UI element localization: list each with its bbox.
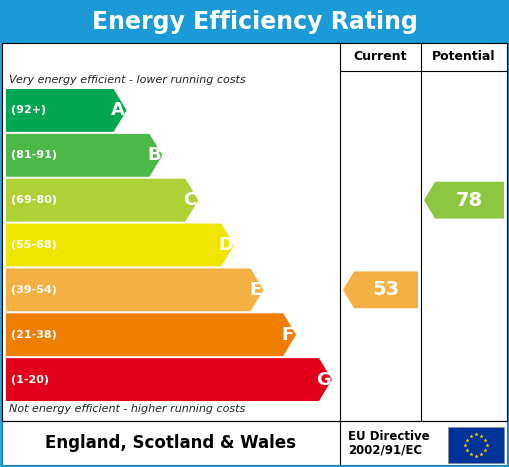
Text: Not energy efficient - higher running costs: Not energy efficient - higher running co… (9, 404, 245, 414)
Text: (81-91): (81-91) (11, 150, 57, 160)
Text: 2002/91/EC: 2002/91/EC (348, 444, 422, 457)
Text: A: A (111, 101, 125, 120)
Polygon shape (424, 182, 504, 219)
Text: Very energy efficient - lower running costs: Very energy efficient - lower running co… (9, 75, 246, 85)
Text: (55-68): (55-68) (11, 240, 56, 250)
Text: England, Scotland & Wales: England, Scotland & Wales (45, 434, 297, 452)
Polygon shape (6, 134, 162, 177)
Text: (92+): (92+) (11, 106, 46, 115)
Bar (2, 43, 507, 421)
Polygon shape (6, 313, 296, 356)
Text: (21-38): (21-38) (11, 330, 56, 340)
Polygon shape (6, 89, 127, 132)
Polygon shape (6, 224, 234, 267)
Polygon shape (6, 179, 199, 221)
Bar (448, 427, 504, 463)
Text: (1-20): (1-20) (11, 375, 49, 384)
Text: G: G (316, 371, 331, 389)
Polygon shape (6, 358, 332, 401)
Bar (0, 0, 509, 43)
Text: D: D (218, 236, 233, 254)
Text: Energy Efficiency Rating: Energy Efficiency Rating (92, 9, 417, 34)
Text: C: C (183, 191, 196, 209)
Text: B: B (147, 146, 161, 164)
Text: EU Directive: EU Directive (348, 431, 430, 444)
Polygon shape (6, 269, 264, 311)
Text: Potential: Potential (432, 50, 496, 64)
Text: E: E (249, 281, 261, 299)
Text: 53: 53 (373, 280, 400, 299)
Text: Current: Current (354, 50, 407, 64)
Text: 78: 78 (456, 191, 483, 210)
Polygon shape (343, 271, 418, 308)
Text: (39-54): (39-54) (11, 285, 57, 295)
Bar (2, 421, 507, 465)
Text: F: F (281, 325, 294, 344)
Text: (69-80): (69-80) (11, 195, 57, 205)
